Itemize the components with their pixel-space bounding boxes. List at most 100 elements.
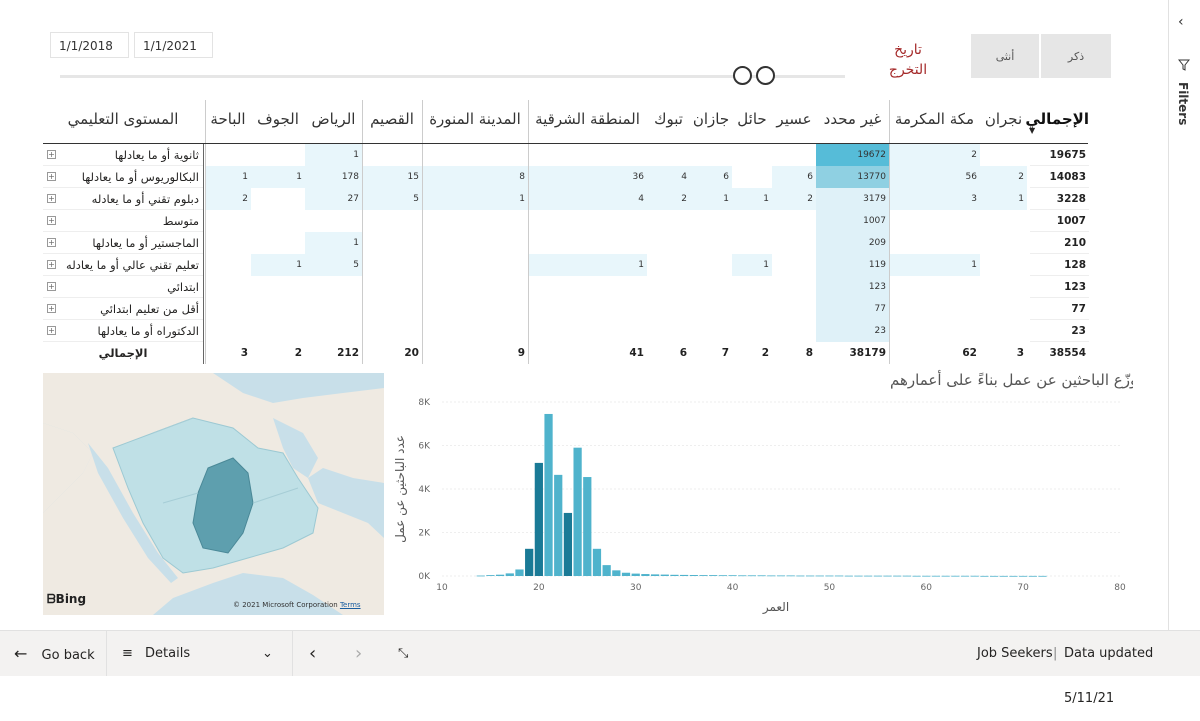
column-header-hail[interactable]: حائل bbox=[737, 110, 767, 128]
column-header-baha[interactable]: الباحة bbox=[210, 110, 246, 128]
region-map[interactable]: ᗷBing © 2021 Microsoft Corporation Terms bbox=[43, 373, 384, 615]
histogram-bar[interactable] bbox=[912, 575, 921, 577]
expand-plus-icon[interactable]: + bbox=[47, 172, 56, 181]
gender-female-button[interactable]: أنثى bbox=[971, 34, 1039, 78]
histogram-bar[interactable] bbox=[631, 573, 640, 576]
histogram-bar[interactable] bbox=[951, 575, 960, 577]
column-header-najran[interactable]: نجران bbox=[984, 110, 1023, 128]
histogram-bar[interactable] bbox=[495, 574, 505, 576]
slider-end-handle[interactable] bbox=[756, 66, 775, 85]
expand-plus-icon[interactable]: + bbox=[47, 150, 56, 159]
histogram-bar[interactable] bbox=[989, 575, 999, 577]
histogram-bar[interactable] bbox=[960, 575, 970, 577]
histogram-bar[interactable] bbox=[1019, 575, 1028, 577]
histogram-bar[interactable] bbox=[834, 575, 844, 577]
histogram-bar[interactable] bbox=[999, 575, 1008, 577]
histogram-bar[interactable] bbox=[805, 575, 815, 577]
start-date-input[interactable]: 1/1/2018 bbox=[50, 32, 129, 58]
histogram-bar[interactable] bbox=[747, 575, 757, 577]
histogram-bar[interactable] bbox=[815, 575, 824, 577]
histogram-bar[interactable] bbox=[873, 575, 882, 577]
histogram-bar[interactable] bbox=[670, 574, 679, 576]
end-date-input[interactable]: 1/1/2021 bbox=[134, 32, 213, 58]
histogram-bar[interactable] bbox=[709, 575, 718, 576]
histogram-bar[interactable] bbox=[641, 574, 650, 576]
column-header-eastern[interactable]: المنطقة الشرقية bbox=[535, 110, 640, 128]
histogram-bar[interactable] bbox=[1028, 575, 1037, 577]
histogram-bar[interactable] bbox=[883, 575, 892, 577]
histogram-bar[interactable] bbox=[660, 574, 669, 576]
column-header-jazan[interactable]: جازان bbox=[692, 110, 730, 128]
histogram-bar[interactable] bbox=[650, 574, 660, 576]
expand-plus-icon[interactable]: + bbox=[47, 216, 56, 225]
collapse-chevron-icon[interactable]: ‹ bbox=[1178, 14, 1184, 30]
histogram-bar[interactable] bbox=[854, 575, 863, 577]
histogram-bar[interactable] bbox=[621, 572, 631, 576]
previous-page-button[interactable]: ‹ bbox=[309, 643, 317, 664]
histogram-bar[interactable] bbox=[796, 575, 805, 577]
next-page-button[interactable]: › bbox=[355, 643, 363, 664]
column-header-madinah[interactable]: المدينة المنورة bbox=[429, 110, 521, 128]
histogram-bar[interactable] bbox=[893, 575, 902, 577]
histogram-bar[interactable] bbox=[476, 575, 485, 577]
slider-start-handle[interactable] bbox=[733, 66, 752, 85]
expand-plus-icon[interactable]: + bbox=[47, 326, 56, 335]
expand-plus-icon[interactable]: + bbox=[47, 260, 56, 269]
histogram-bar[interactable] bbox=[1038, 575, 1047, 577]
histogram-bar[interactable] bbox=[738, 575, 747, 577]
histogram-bar[interactable] bbox=[486, 575, 495, 576]
histogram-bar[interactable] bbox=[583, 477, 592, 576]
column-header-riyadh[interactable]: الرياض bbox=[311, 110, 356, 128]
histogram-bar[interactable] bbox=[757, 575, 766, 577]
histogram-bar[interactable] bbox=[922, 575, 931, 577]
column-header-tabuk[interactable]: تبوك bbox=[654, 110, 683, 128]
histogram-bar[interactable] bbox=[544, 413, 553, 576]
histogram-bar[interactable] bbox=[554, 474, 563, 576]
expand-plus-icon[interactable]: + bbox=[47, 304, 56, 313]
histogram-bar[interactable] bbox=[505, 573, 514, 576]
histogram-bar[interactable] bbox=[602, 565, 611, 576]
histogram-bar[interactable] bbox=[786, 575, 795, 577]
filters-label[interactable]: Filters bbox=[1176, 82, 1190, 126]
column-header-unknown[interactable]: غير محدد bbox=[823, 110, 882, 128]
histogram-bar[interactable] bbox=[902, 575, 912, 577]
gender-male-button[interactable]: ذكر bbox=[1041, 34, 1111, 78]
histogram-bar[interactable] bbox=[525, 548, 534, 576]
histogram-bar[interactable] bbox=[680, 574, 689, 576]
histogram-bar[interactable] bbox=[612, 570, 621, 576]
go-back-button[interactable]: ← Go back bbox=[14, 631, 95, 676]
histogram-bar[interactable] bbox=[776, 575, 786, 577]
sort-desc-icon[interactable]: ▼ bbox=[1029, 126, 1036, 135]
histogram-bar[interactable] bbox=[515, 569, 524, 576]
histogram-bar[interactable] bbox=[1009, 575, 1018, 577]
column-header-total[interactable]: الإجمالي bbox=[1025, 110, 1089, 128]
histogram-bar[interactable] bbox=[592, 548, 602, 576]
fit-to-page-icon[interactable]: ⤡ bbox=[398, 646, 409, 661]
histogram-bar[interactable] bbox=[980, 575, 989, 577]
histogram-bar[interactable] bbox=[563, 512, 573, 576]
column-header-qassim[interactable]: القصيم bbox=[370, 110, 414, 128]
histogram-bar[interactable] bbox=[864, 575, 873, 577]
histogram-bar[interactable] bbox=[718, 575, 728, 577]
histogram-bar[interactable] bbox=[825, 575, 834, 577]
column-header-makkah[interactable]: مكة المكرمة bbox=[894, 110, 975, 128]
column-header-jouf[interactable]: الجوف bbox=[257, 110, 299, 128]
column-header-asir[interactable]: عسير bbox=[776, 110, 812, 128]
histogram-bar[interactable] bbox=[534, 462, 543, 576]
histogram-bar[interactable] bbox=[689, 575, 698, 576]
date-range-slider[interactable] bbox=[60, 75, 845, 78]
page-selector[interactable]: ≡ Details ⌄ bbox=[122, 631, 282, 676]
histogram-bar[interactable] bbox=[941, 575, 950, 577]
histogram-bar[interactable] bbox=[573, 447, 582, 576]
histogram-bar[interactable] bbox=[699, 575, 708, 576]
filter-funnel-icon[interactable] bbox=[1177, 56, 1191, 75]
histogram-bar[interactable] bbox=[970, 575, 979, 577]
histogram-bar[interactable] bbox=[931, 575, 941, 577]
expand-plus-icon[interactable]: + bbox=[47, 194, 56, 203]
histogram-bar[interactable] bbox=[767, 575, 776, 577]
expand-plus-icon[interactable]: + bbox=[47, 282, 56, 291]
map-terms-link[interactable]: Terms bbox=[339, 601, 361, 609]
expand-plus-icon[interactable]: + bbox=[47, 238, 56, 247]
histogram-bar[interactable] bbox=[844, 575, 853, 577]
histogram-bar[interactable] bbox=[728, 575, 737, 577]
